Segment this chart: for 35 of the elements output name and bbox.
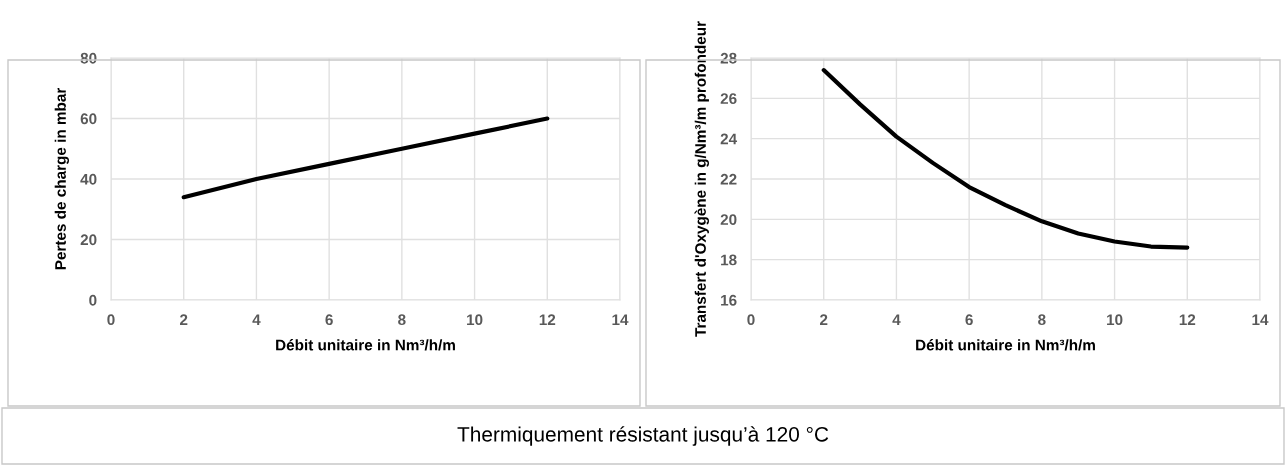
x-tick-label: 12 (1179, 314, 1196, 325)
x-tick-label: 2 (820, 314, 828, 325)
y-tick-label: 80 (80, 52, 97, 64)
line-series (821, 68, 1190, 250)
y-tick-label: 0 (89, 294, 97, 306)
y-tick-label: 60 (80, 113, 97, 125)
x-tick-label: 10 (1107, 314, 1123, 326)
x-tick-label: 0 (107, 314, 115, 326)
x-tick-label: 2 (180, 314, 188, 325)
line-series (181, 116, 550, 200)
y-tick-label: 16 (721, 294, 737, 306)
x-tick-label: 14 (612, 314, 629, 325)
x-axis-title: Débit unitaire in Nm³/h/m (916, 339, 1095, 351)
x-tick-label: 8 (398, 314, 406, 326)
x-tick-label: 12 (539, 314, 556, 325)
x-tick-label: 8 (1038, 314, 1046, 326)
x-tick-label: 6 (965, 314, 973, 326)
y-tick-label: 22 (720, 173, 737, 185)
y-tick-label: 20 (720, 214, 737, 226)
y-axis-title: Pertes de charge in mbar (54, 87, 70, 270)
y-axis-title: Transfert d'Oxygène in g/Nm³/m profondeur (694, 21, 710, 337)
x-tick-label: 10 (467, 314, 483, 326)
x-tick-label: 6 (325, 314, 333, 326)
y-tick-label: 20 (80, 234, 97, 246)
y-tick-label: 18 (721, 254, 737, 266)
x-tick-label: 0 (747, 314, 755, 326)
x-tick-label: 14 (1252, 314, 1269, 325)
y-tick-label: 24 (720, 133, 738, 145)
y-tick-label: 26 (720, 93, 737, 105)
y-tick-label: 40 (80, 173, 97, 185)
y-tick-label: 28 (720, 52, 737, 64)
x-axis-title: Débit unitaire in Nm³/h/m (276, 339, 455, 351)
x-tick-label: 4 (252, 314, 261, 325)
text: Thermiquement résistant jusqu’à 120 °C (457, 426, 829, 446)
x-tick-label: 4 (892, 314, 901, 325)
